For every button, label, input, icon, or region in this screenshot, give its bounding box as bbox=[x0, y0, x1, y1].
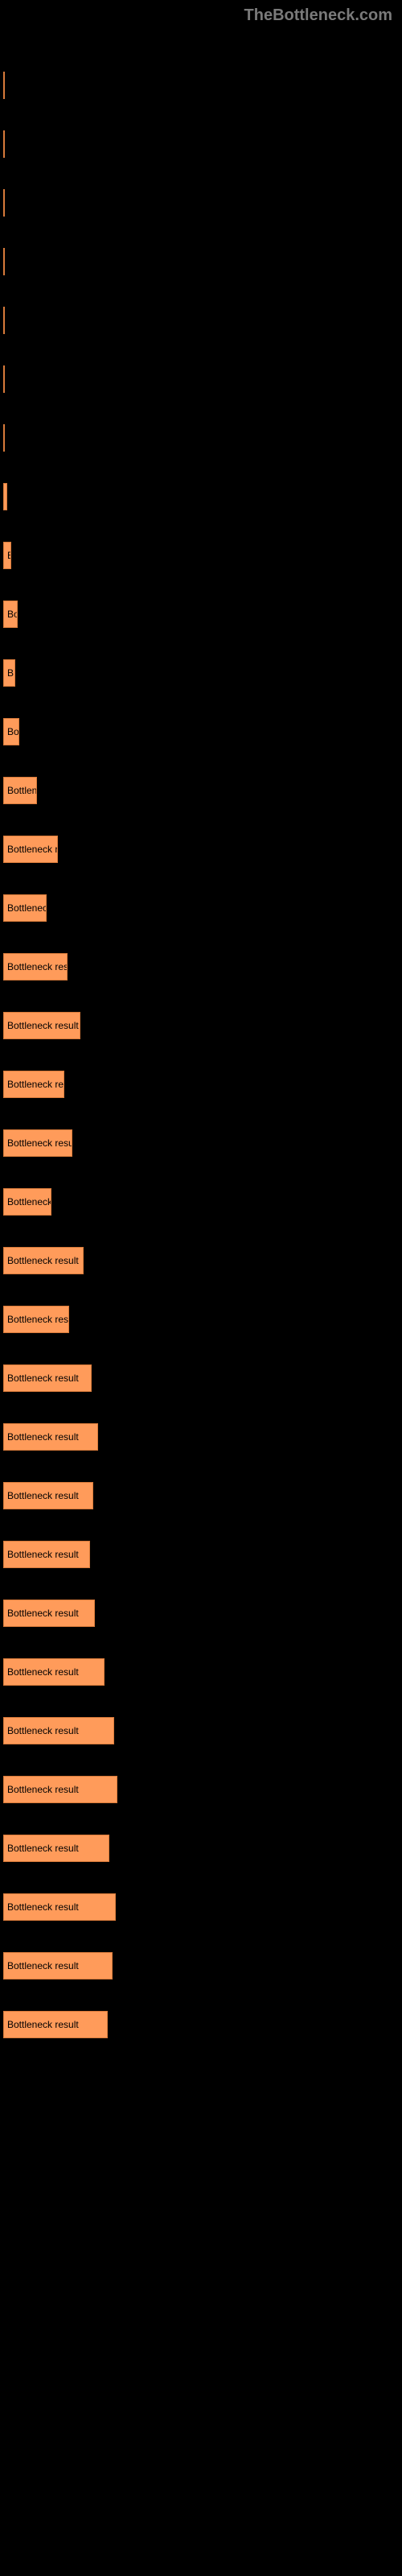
chart-row: Bottleneck resu bbox=[3, 1115, 399, 1174]
chart-bar-text: Bottleneck result bbox=[7, 1725, 79, 1736]
chart-row: B bbox=[3, 645, 399, 704]
chart-bar: Bottlen bbox=[3, 777, 37, 804]
chart-bar: Bottleneck result bbox=[3, 1423, 98, 1451]
chart-row bbox=[3, 410, 399, 469]
chart-bar-text: Bo bbox=[7, 609, 17, 620]
chart-row: Bottleneck res bbox=[3, 939, 399, 997]
chart-bar: Bottleneck result bbox=[3, 1776, 117, 1803]
chart-bar: Bottleneck re bbox=[3, 1071, 64, 1098]
chart-row bbox=[3, 116, 399, 175]
chart-bar: Bottleneck result bbox=[3, 1482, 93, 1509]
chart-bar-text: Bottleneck result bbox=[7, 1020, 79, 1031]
chart-bar bbox=[3, 307, 5, 334]
chart-bar: Bottleneck result bbox=[3, 1600, 95, 1627]
chart-row: Bottlenec bbox=[3, 880, 399, 939]
chart-row: Bottleneck result bbox=[3, 1938, 399, 1996]
chart-bar-text: B bbox=[7, 550, 10, 561]
chart-row bbox=[3, 292, 399, 351]
chart-bar-text: Bottlenec bbox=[7, 902, 46, 914]
chart-row: Bottleneck r bbox=[3, 821, 399, 880]
chart-row: Bottleneck result bbox=[3, 1820, 399, 1879]
chart-bar-text: B bbox=[7, 667, 14, 679]
chart-bar-text: Bottleneck result bbox=[7, 1784, 79, 1795]
chart-row: Bottleneck bbox=[3, 1174, 399, 1232]
chart-row: Bottleneck result bbox=[3, 1996, 399, 2055]
chart-bar-text: Bottleneck result bbox=[7, 1901, 79, 1913]
chart-bar-text: Bottleneck result bbox=[7, 1373, 79, 1384]
chart-bar-text: Bottleneck res bbox=[7, 1314, 68, 1325]
chart-row bbox=[3, 233, 399, 292]
chart-row: Bottleneck result bbox=[3, 1585, 399, 1644]
chart-bar bbox=[3, 189, 5, 217]
chart-bar: Bottleneck result bbox=[3, 1717, 114, 1744]
chart-row bbox=[3, 175, 399, 233]
chart-bar: Bottleneck result bbox=[3, 1952, 113, 1979]
chart-bar bbox=[3, 424, 5, 452]
chart-row: Bottleneck result bbox=[3, 1232, 399, 1291]
chart-bar: Bo bbox=[3, 601, 18, 628]
chart-row: Bottlen bbox=[3, 762, 399, 821]
chart-bar: Bottleneck bbox=[3, 1188, 51, 1216]
chart-bar: B bbox=[3, 542, 11, 569]
chart-bar-text: Bottleneck result bbox=[7, 1843, 79, 1854]
chart-bar bbox=[3, 72, 5, 99]
chart-row: Bottleneck result bbox=[3, 1526, 399, 1585]
chart-bar: Bottleneck result bbox=[3, 1541, 90, 1568]
chart-bar-text: Bottleneck r bbox=[7, 844, 57, 855]
chart-row: Bottleneck result bbox=[3, 997, 399, 1056]
chart-row: Bottleneck result bbox=[3, 1703, 399, 1761]
chart-bar-text: Bottleneck result bbox=[7, 2019, 79, 2030]
watermark-text: TheBottleneck.com bbox=[0, 0, 402, 57]
chart-bar: Bottleneck result bbox=[3, 1247, 84, 1274]
chart-row: Bottleneck res bbox=[3, 1291, 399, 1350]
chart-bar-text: Bottleneck result bbox=[7, 1666, 79, 1678]
chart-bar-text: Bottleneck re bbox=[7, 1079, 64, 1090]
chart-row: Bottleneck result bbox=[3, 1409, 399, 1468]
chart-bar: Bo bbox=[3, 718, 19, 745]
chart-bar: Bottlenec bbox=[3, 894, 47, 922]
chart-bar-text: Bo bbox=[7, 726, 18, 737]
chart-bar-text: Bottleneck result bbox=[7, 1490, 79, 1501]
chart-row: Bottleneck result bbox=[3, 1350, 399, 1409]
chart-bar-text: Bottleneck result bbox=[7, 1608, 79, 1619]
chart-row: Bottleneck result bbox=[3, 1644, 399, 1703]
chart-bar: Bottleneck result bbox=[3, 2011, 108, 2038]
chart-row bbox=[3, 469, 399, 527]
chart-row bbox=[3, 57, 399, 116]
chart-bar-text: Bottlen bbox=[7, 785, 36, 796]
chart-bar-text: Bottleneck result bbox=[7, 1960, 79, 1971]
chart-row: B bbox=[3, 527, 399, 586]
chart-row: Bottleneck result bbox=[3, 1879, 399, 1938]
chart-bar: B bbox=[3, 659, 15, 687]
chart-row: Bottleneck result bbox=[3, 1761, 399, 1820]
chart-bar bbox=[3, 248, 5, 275]
chart-bar: Bottleneck result bbox=[3, 1012, 80, 1039]
chart-bar: Bottleneck result bbox=[3, 1658, 105, 1686]
chart-bar-text: Bottleneck resu bbox=[7, 1137, 72, 1149]
chart-bar: Bottleneck result bbox=[3, 1364, 92, 1392]
chart-bar: Bottleneck r bbox=[3, 836, 58, 863]
chart-bar: Bottleneck result bbox=[3, 1893, 116, 1921]
chart-bar bbox=[3, 365, 5, 393]
chart-bar: Bottleneck res bbox=[3, 953, 68, 980]
chart-row: Bottleneck result bbox=[3, 1468, 399, 1526]
chart-bar: Bottleneck res bbox=[3, 1306, 69, 1333]
chart-bar-text: Bottleneck bbox=[7, 1196, 51, 1208]
chart-bar-text: Bottleneck res bbox=[7, 961, 67, 972]
bar-chart: B Bo B Bo Bottlen Bottleneck r Bottlenec Bottle… bbox=[0, 57, 402, 2071]
chart-row: Bo bbox=[3, 704, 399, 762]
chart-bar: Bottleneck result bbox=[3, 1835, 109, 1862]
chart-row bbox=[3, 351, 399, 410]
chart-bar-text: Bottleneck result bbox=[7, 1549, 79, 1560]
chart-bar bbox=[3, 483, 7, 510]
chart-bar bbox=[3, 130, 5, 158]
chart-bar-text: Bottleneck result bbox=[7, 1255, 79, 1266]
chart-row: Bo bbox=[3, 586, 399, 645]
chart-row: Bottleneck re bbox=[3, 1056, 399, 1115]
chart-bar: Bottleneck resu bbox=[3, 1129, 72, 1157]
chart-bar-text: Bottleneck result bbox=[7, 1431, 79, 1443]
